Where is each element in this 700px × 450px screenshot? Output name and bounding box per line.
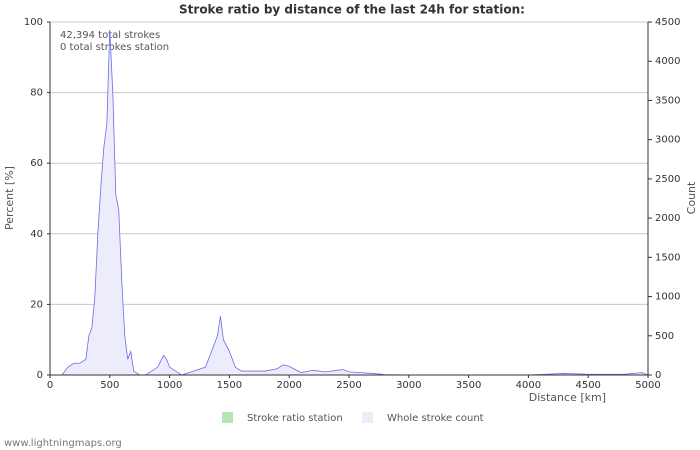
y2-tick-label: 2000 — [655, 213, 680, 224]
x-tick-label: 0 — [47, 380, 53, 391]
chart-title: Stroke ratio by distance of the last 24h… — [179, 3, 525, 17]
y-tick-label: 80 — [30, 88, 43, 99]
area-fill — [50, 29, 648, 375]
y-tick-label: 60 — [30, 158, 43, 169]
x-tick-label: 5000 — [635, 380, 660, 391]
x-tick-label: 4500 — [575, 380, 600, 391]
x-tick-label: 3500 — [456, 380, 481, 391]
x-tick-label: 4000 — [516, 380, 541, 391]
y2-tick-label: 1000 — [655, 292, 680, 303]
y-tick-label: 40 — [30, 229, 43, 240]
y2-tick-label: 500 — [655, 331, 674, 342]
y2-tick-label: 3000 — [655, 135, 680, 146]
x-tick-label: 500 — [100, 380, 119, 391]
y2-tick-label: 1500 — [655, 252, 680, 263]
legend-swatch — [362, 412, 373, 423]
x-tick-label: 2500 — [336, 380, 361, 391]
area-line — [50, 29, 649, 376]
y2-tick-label: 2500 — [655, 174, 680, 185]
legend-label: Stroke ratio station — [247, 413, 343, 424]
y2-tick-label: 4500 — [655, 17, 680, 28]
legend-label: Whole stroke count — [387, 413, 484, 424]
y2-tick-label: 3500 — [655, 95, 680, 106]
y-tick-label: 100 — [24, 17, 43, 28]
y-axis-label: Percent [%] — [3, 166, 16, 230]
y2-tick-label: 0 — [655, 370, 661, 381]
x-tick-label: 3000 — [396, 380, 421, 391]
y-tick-label: 20 — [30, 299, 43, 310]
legend-swatch — [222, 412, 233, 423]
x-tick-label: 2000 — [276, 380, 301, 391]
y2-axis-label: Count — [685, 181, 698, 214]
y2-tick-label: 4000 — [655, 56, 680, 67]
x-tick-label: 1000 — [157, 380, 182, 391]
annotation: 0 total strokes station — [60, 42, 169, 53]
x-tick-label: 1500 — [217, 380, 242, 391]
footer: www.lightningmaps.org — [4, 438, 122, 449]
y-tick-label: 0 — [37, 370, 43, 381]
x-axis-label: Distance [km] — [529, 391, 606, 404]
